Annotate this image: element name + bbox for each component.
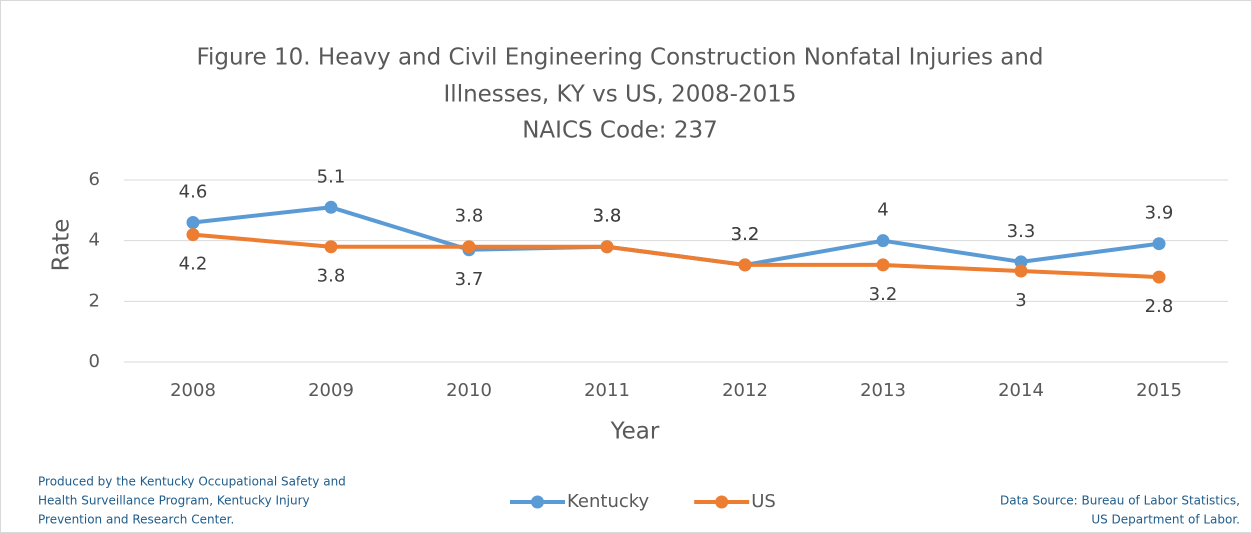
data-label: 3.8 bbox=[593, 206, 622, 227]
data-label: 3.3 bbox=[1007, 221, 1036, 242]
data-point bbox=[876, 258, 890, 272]
y-tick-label: 2 bbox=[89, 290, 100, 311]
data-label: 4.2 bbox=[179, 254, 208, 275]
x-tick-label: 2008 bbox=[170, 380, 216, 401]
data-point bbox=[1152, 270, 1166, 284]
x-tick-label: 2013 bbox=[860, 380, 906, 401]
x-tick-label: 2010 bbox=[446, 380, 492, 401]
data-label: 3.8 bbox=[317, 266, 346, 287]
y-tick-label: 0 bbox=[89, 351, 100, 372]
y-tick-label: 6 bbox=[89, 169, 100, 190]
x-tick-label: 2011 bbox=[584, 380, 630, 401]
x-tick-label: 2015 bbox=[1136, 380, 1182, 401]
x-tick-label: 2014 bbox=[998, 380, 1044, 401]
data-label: 5.1 bbox=[317, 166, 346, 187]
data-point bbox=[1014, 255, 1028, 269]
footnote: US Department of Labor. bbox=[1091, 513, 1240, 527]
y-tick-label: 4 bbox=[89, 230, 100, 251]
footnote: Prevention and Research Center. bbox=[38, 513, 234, 527]
data-point bbox=[738, 258, 752, 272]
data-label: 2.8 bbox=[1145, 296, 1174, 317]
data-point bbox=[186, 215, 200, 229]
footnote: Health Surveillance Program, Kentucky In… bbox=[38, 494, 310, 508]
series-line bbox=[192, 232, 1160, 280]
data-label: 3.2 bbox=[869, 284, 898, 305]
legend-marker bbox=[715, 495, 729, 509]
chart-title: Figure 10. Heavy and Civil Engineering C… bbox=[196, 45, 1043, 71]
data-label: 3.8 bbox=[455, 206, 484, 227]
data-point bbox=[876, 234, 890, 248]
y-axis-label: Rate bbox=[49, 219, 75, 272]
legend-label: Kentucky bbox=[567, 491, 650, 512]
x-tick-label: 2009 bbox=[308, 380, 354, 401]
data-point bbox=[1152, 237, 1166, 251]
data-label: 3 bbox=[1015, 290, 1026, 311]
data-point bbox=[324, 200, 338, 214]
data-point bbox=[324, 240, 338, 254]
data-point bbox=[1014, 264, 1028, 278]
data-label: 3.2 bbox=[731, 224, 760, 245]
data-label: 3.8 bbox=[593, 206, 622, 227]
data-label: 3.9 bbox=[1145, 203, 1174, 224]
data-label: 3.2 bbox=[731, 224, 760, 245]
data-point bbox=[462, 240, 476, 254]
data-point bbox=[186, 228, 200, 242]
x-tick-label: 2012 bbox=[722, 380, 768, 401]
data-label: 4 bbox=[877, 200, 888, 221]
chart-subtitle: NAICS Code: 237 bbox=[522, 118, 718, 144]
legend-label: US bbox=[751, 491, 776, 512]
footnote: Data Source: Bureau of Labor Statistics, bbox=[1000, 494, 1240, 508]
data-label: 4.6 bbox=[179, 181, 208, 202]
legend-marker bbox=[531, 495, 544, 509]
data-point bbox=[600, 240, 614, 254]
x-axis-label: Year bbox=[610, 419, 660, 445]
footnote: Produced by the Kentucky Occupational Sa… bbox=[38, 475, 346, 489]
data-label: 3.7 bbox=[455, 269, 484, 290]
chart-title: Illnesses, KY vs US, 2008-2015 bbox=[444, 82, 797, 108]
